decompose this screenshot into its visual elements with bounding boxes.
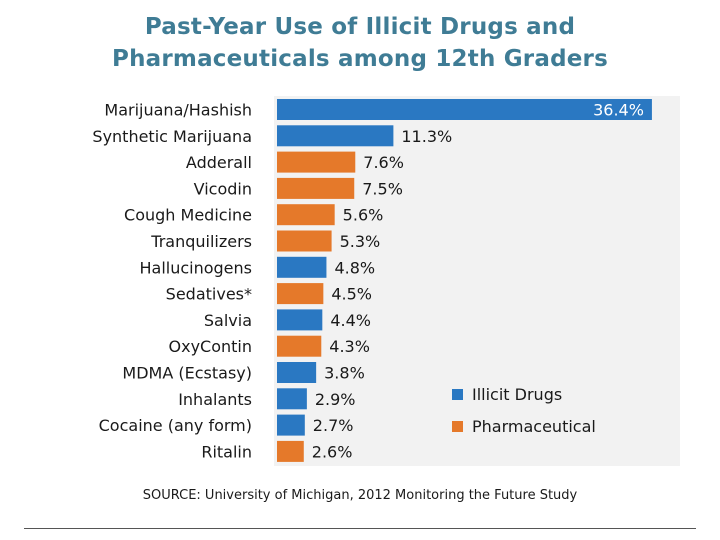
value-label-tranquilizers: 5.3% [340,232,381,251]
category-label-tranquilizers: Tranquilizers [150,232,252,251]
value-label-mdma-ecstasy: 3.8% [324,364,365,383]
value-label-adderall: 7.6% [363,153,404,172]
value-label-hallucinogens: 4.8% [334,258,375,277]
bar-mdma-ecstasy [277,362,317,383]
value-label-inhalants: 2.9% [315,390,356,409]
legend-swatch-illicit [452,388,463,400]
legend: Illicit Drugs Pharmaceutical [452,383,596,447]
bar-tranquilizers [277,230,332,252]
legend-label-illicit: Illicit Drugs [472,384,563,404]
value-label-cocaine-any-form: 2.7% [313,416,354,435]
chart-title-line-2: Pharmaceuticals among 12th Graders [112,46,608,72]
category-label-synthetic-marijuana: Synthetic Marijuana [92,127,252,146]
bar-synthetic-marijuana [277,125,394,147]
bar-inhalants [277,388,307,410]
category-label-inhalants: Inhalants [178,390,252,409]
legend-label-pharmaceutical: Pharmaceutical [472,416,596,436]
category-label-vicodin: Vicodin [194,179,252,198]
category-label-sedatives: Sedatives* [166,285,252,304]
category-label-salvia: Salvia [204,311,252,330]
bar-hallucinogens [277,256,327,278]
value-label-cough-medicine: 5.6% [343,206,384,225]
category-label-mdma-ecstasy: MDMA (Ecstasy) [122,364,252,383]
legend-swatch-pharmaceutical [452,420,463,432]
category-label-hallucinogens: Hallucinogens [139,258,252,277]
category-label-ritalin: Ritalin [201,442,252,461]
bar-oxycontin [277,335,322,357]
bar-cough-medicine [277,204,335,226]
legend-item-pharmaceutical: Pharmaceutical [452,415,596,437]
bar-marijuana-hashish [277,99,652,120]
bottom-divider [24,528,696,529]
value-label-marijuana-hashish: 36.4% [593,101,644,120]
bar-ritalin [277,440,304,462]
legend-item-illicit: Illicit Drugs [452,383,596,405]
bar-adderall [277,151,356,173]
bar-cocaine-any-form [277,414,305,436]
value-label-synthetic-marijuana: 11.3% [401,127,452,146]
bar-sedatives [277,283,324,305]
chart-title-line-1: Past-Year Use of Illicit Drugs and [144,14,576,40]
bar-salvia [277,309,323,331]
category-label-adderall: Adderall [186,153,252,172]
value-label-vicodin: 7.5% [362,179,403,198]
category-label-oxycontin: OxyContin [169,337,253,356]
category-label-marijuana-hashish: Marijuana/Hashish [104,101,252,120]
value-label-salvia: 4.4% [330,311,371,330]
value-label-sedatives: 4.5% [331,285,372,304]
category-label-cough-medicine: Cough Medicine [124,206,252,225]
category-label-cocaine-any-form: Cocaine (any form) [99,416,252,435]
value-label-oxycontin: 4.3% [329,337,370,356]
value-label-ritalin: 2.6% [312,442,353,461]
bar-vicodin [277,177,355,199]
source-note: SOURCE: University of Michigan, 2012 Mon… [142,488,578,503]
